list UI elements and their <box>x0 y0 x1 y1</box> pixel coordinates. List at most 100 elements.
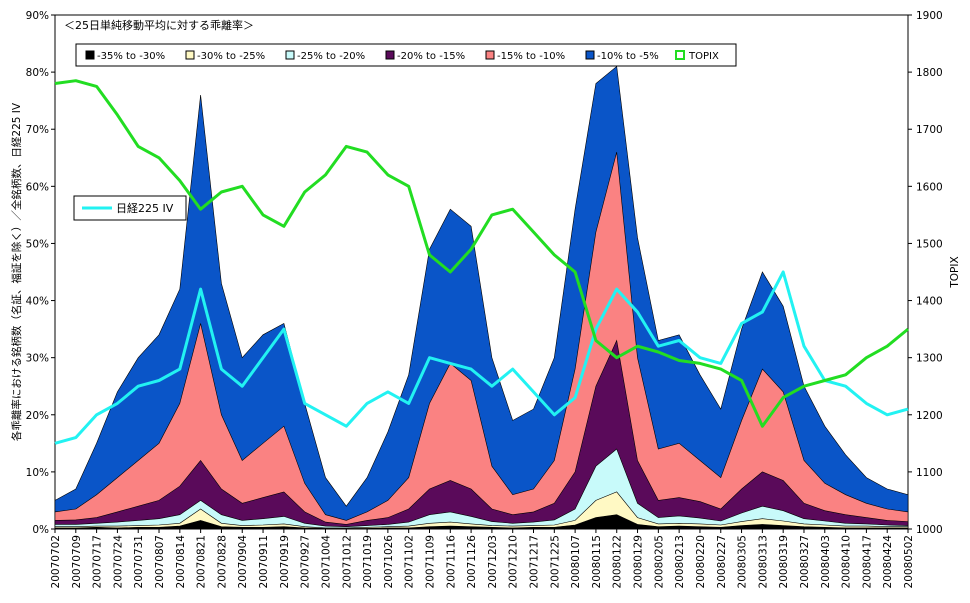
x-axis-tick-label: 20070911 <box>258 535 270 588</box>
x-axis-tick-label: 20080424 <box>882 535 894 589</box>
x-axis-tick-label: 20071102 <box>404 535 416 588</box>
legend-item-s10: -10% to -5% <box>585 50 659 62</box>
x-axis-tick-label: 20070724 <box>112 535 124 589</box>
chart-title: ＜25日単純移動平均に対する乖離率＞ <box>64 18 254 32</box>
x-axis-tick-label: 20070821 <box>196 535 208 588</box>
legend-iv-label: 日経225 IV <box>116 202 174 215</box>
left-axis-title: 各乖離率における銘柄数（名証、福証を除く）／全銘柄数、日経225 IV <box>10 102 23 441</box>
right-axis-tick-label: 1800 <box>916 67 943 79</box>
x-axis-tick-label: 20080502 <box>903 535 915 588</box>
x-axis-tick-label: 20071026 <box>383 535 395 589</box>
chart-title-box: ＜25日単純移動平均に対する乖離率＞ <box>62 17 262 33</box>
line-series-layer <box>54 79 909 445</box>
axes-layer: 0% 10% 20% 30% 40% 50% 60% 70% 80% 90% 1000 1100 120… <box>26 10 943 588</box>
x-axis-tick-label: 20080220 <box>695 535 707 588</box>
legend-item-s15: -15% to -10% <box>485 50 565 62</box>
right-axis-tick-label: 1500 <box>916 238 943 250</box>
x-axis-tick-label: 20070709 <box>71 535 83 588</box>
x-axis-tick-label: 20080115 <box>591 535 603 588</box>
line-series-nikkei225-iv <box>54 270 909 445</box>
left-axis-tick-label: 70% <box>26 124 49 136</box>
left-axis-tick-label: 40% <box>26 296 49 308</box>
legend-label-topix: TOPIX <box>688 51 719 62</box>
legend-label-s35: -35% to -30% <box>97 51 165 62</box>
legend-item-s25: -25% to -20% <box>285 50 365 62</box>
x-axis-tick-label: 20080205 <box>653 535 665 588</box>
legend-swatch-s35 <box>85 50 95 60</box>
x-axis-tick-label: 20071203 <box>487 535 499 588</box>
x-axis-tick-label: 20070919 <box>279 535 291 588</box>
x-axis-tick-label: 20071126 <box>466 535 478 589</box>
x-axis-tick-label: 20080305 <box>737 535 749 588</box>
legend-item-s20: -20% to -15% <box>385 50 465 62</box>
legend-swatch-s10 <box>585 50 595 60</box>
x-axis-tick-label: 20080417 <box>861 535 873 588</box>
x-axis-tick-label: 20071116 <box>445 535 457 589</box>
x-axis-tick-label: 20071217 <box>529 535 541 588</box>
x-axis-tick-label: 20080227 <box>716 535 728 588</box>
legend-iv: 日経225 IV <box>73 195 187 221</box>
left-axis-tick-label: 90% <box>26 10 49 22</box>
left-axis-tick-label: 30% <box>26 353 49 365</box>
x-axis-tick-label: 20071012 <box>341 535 353 588</box>
right-axis-tick-label: 1200 <box>916 410 943 422</box>
left-axis-tick-label: 0% <box>32 524 49 536</box>
right-axis-tick-label: 1700 <box>916 124 943 136</box>
x-axis-tick-label: 20070927 <box>300 535 312 588</box>
left-axis-tick-label: 10% <box>26 467 49 479</box>
right-axis-tick-label: 1600 <box>916 181 943 193</box>
x-axis-tick-label: 20070904 <box>237 535 249 589</box>
right-axis-tick-label: 1300 <box>916 353 943 365</box>
right-axis-title: TOPIX <box>949 256 961 288</box>
x-axis-tick-label: 20080313 <box>757 535 769 588</box>
legend-label-s20: -20% to -15% <box>397 51 465 62</box>
x-axis-tick-label: 20070717 <box>92 535 104 588</box>
area-series-layer <box>54 65 909 530</box>
x-axis-tick-label: 20071225 <box>549 535 561 588</box>
x-axis-tick-label: 20070814 <box>175 535 187 589</box>
x-axis-tick-label: 20080410 <box>841 535 853 588</box>
right-axis-tick-label: 1100 <box>916 467 943 479</box>
legend-item-topix: TOPIX <box>675 50 719 62</box>
area-series-s10 <box>54 65 909 530</box>
x-axis-tick-label: 20071210 <box>508 535 520 588</box>
x-axis-tick-label: 20080213 <box>674 535 686 588</box>
area-series-s20 <box>54 339 909 530</box>
area-series-s35 <box>54 514 909 530</box>
legend-frame <box>75 43 737 67</box>
x-axis-tick-label: 20070731 <box>133 535 145 588</box>
right-axis-tick-label: 1400 <box>916 296 943 308</box>
left-axis-tick-label: 50% <box>26 238 49 250</box>
legend-item-s35: -35% to -30% <box>85 50 165 62</box>
x-axis-tick-label: 20080129 <box>633 535 645 588</box>
right-axis-tick-label: 1000 <box>916 524 943 536</box>
legend-label-s15: -15% to -10% <box>497 51 565 62</box>
x-axis-tick-label: 20080319 <box>778 535 790 588</box>
x-axis-tick-label: 20071004 <box>321 535 333 589</box>
x-axis-tick-label: 20070828 <box>216 535 228 588</box>
x-axis-tick-label: 20071109 <box>425 535 437 588</box>
left-axis-tick-label: 20% <box>26 410 49 422</box>
legend-swatch-s20 <box>385 50 395 60</box>
legend-swatch-s30 <box>185 50 195 60</box>
left-axis-tick-label: 80% <box>26 67 49 79</box>
right-axis-tick-label: 1900 <box>916 10 943 22</box>
x-axis-tick-label: 20080107 <box>570 535 582 588</box>
legend-label-s10: -10% to -5% <box>597 51 659 62</box>
x-axis-tick-label: 20080327 <box>799 535 811 588</box>
x-axis-tick-label: 20080122 <box>612 535 624 588</box>
left-axis-tick-label: 60% <box>26 181 49 193</box>
area-series-s15 <box>54 152 909 530</box>
legend-swatch-s25 <box>285 50 295 60</box>
x-axis-tick-label: 20080403 <box>820 535 832 588</box>
area-series-s30 <box>54 491 909 530</box>
x-axis-tick-label: 20071019 <box>362 535 374 588</box>
legend-label-s25: -25% to -20% <box>297 51 365 62</box>
legend-swatch-s15 <box>485 50 495 60</box>
x-axis-tick-label: 20070702 <box>50 535 62 588</box>
legend-item-s30: -30% to -25% <box>185 50 265 62</box>
legend-swatch-topix <box>675 50 685 60</box>
area-series-s25 <box>54 448 909 530</box>
legend: -35% to -30% -30% to -25% -25% to -20% -… <box>75 43 737 67</box>
